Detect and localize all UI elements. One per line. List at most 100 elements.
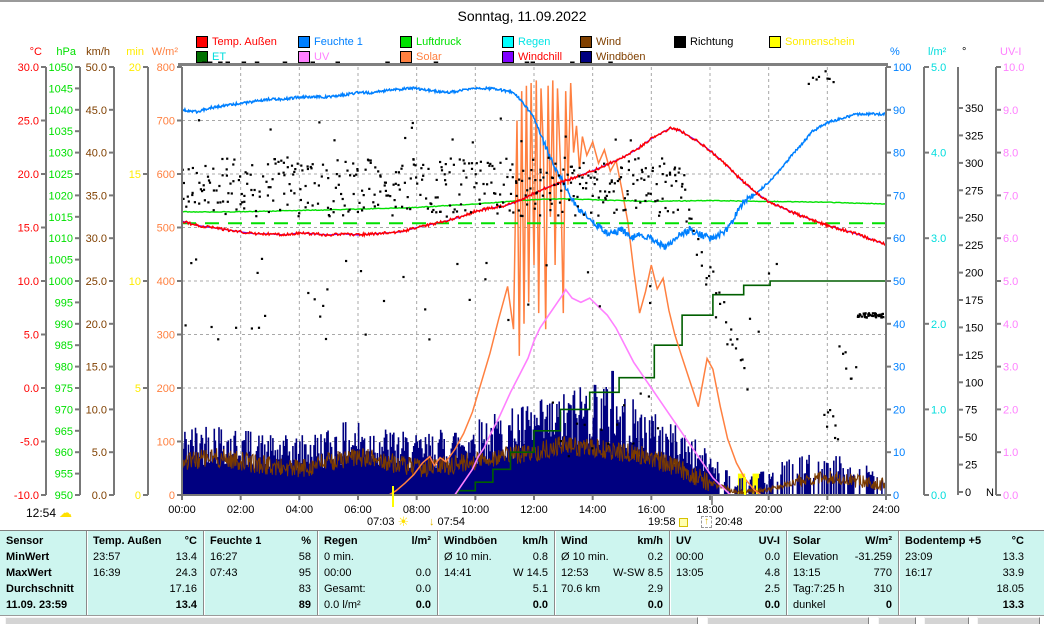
- tick-label-hum: 80: [893, 148, 905, 160]
- direction-dot: [545, 264, 548, 267]
- x-tick-label: 16:00: [638, 504, 666, 516]
- table-row: 07:43 95: [204, 565, 317, 581]
- direction-dot: [539, 171, 542, 174]
- direction-dot: [499, 205, 502, 208]
- table-row: 0.0: [555, 597, 669, 613]
- wind-gust-bar: [202, 464, 205, 494]
- legend-item-solar: Solar: [400, 51, 442, 63]
- wind-gust-bar: [739, 478, 741, 494]
- panel-splitter[interactable]: [924, 617, 969, 624]
- direction-dot: [452, 211, 455, 214]
- direction-dot: [260, 257, 264, 260]
- tick-label-hpa: 950: [55, 490, 73, 502]
- wind-gust-bar: [448, 465, 450, 494]
- direction-dot: [685, 220, 688, 223]
- direction-top-dash: [282, 61, 288, 64]
- wind-gust-bar: [228, 455, 231, 494]
- wind-gust-bar: [604, 405, 606, 494]
- direction-dot: [644, 199, 647, 203]
- direction-dot: [556, 182, 559, 185]
- wind-gust-bar: [245, 431, 247, 494]
- wind-gust-bar: [830, 473, 833, 494]
- cell-value: 89: [298, 599, 311, 611]
- direction-dot: [313, 182, 316, 185]
- panel-splitter[interactable]: [977, 617, 1040, 624]
- wind-gust-bar: [199, 443, 201, 494]
- direction-dot: [644, 167, 647, 170]
- wind-gust-bar: [554, 422, 557, 494]
- direction-dot: [748, 317, 752, 320]
- wind-gust-bar: [488, 444, 490, 494]
- legend-label-uv: UV: [314, 51, 330, 63]
- column-unit: km/h: [522, 534, 548, 547]
- direction-dot: [443, 173, 446, 176]
- panel-splitter[interactable]: [707, 617, 869, 624]
- wind-gust-bar: [476, 463, 478, 494]
- wind-gust-bar: [786, 461, 788, 494]
- direction-dot: [240, 192, 243, 196]
- table-row: 00:00 0.0: [670, 549, 786, 565]
- table-column-header: Solar W/m²: [787, 532, 898, 549]
- direction-dot: [677, 171, 680, 174]
- direction-dot: [726, 343, 729, 346]
- column-unit: W/m²: [865, 534, 892, 547]
- direction-dot: [369, 159, 372, 162]
- direction-dot: [324, 337, 328, 341]
- wind-gust-bar: [470, 440, 472, 494]
- direction-dot: [412, 163, 415, 166]
- direction-dot: [459, 203, 463, 206]
- direction-dot: [666, 210, 669, 213]
- tick-label-uv: 5.0: [1003, 276, 1018, 288]
- direction-dot: [664, 206, 667, 210]
- panel-splitter[interactable]: [5, 617, 698, 624]
- direction-dot: [269, 186, 272, 189]
- tick-label-uv: 9.0: [1003, 105, 1018, 117]
- wind-gust-bar: [483, 439, 485, 494]
- wind-gust-bar: [696, 458, 699, 494]
- direction-dot: [811, 76, 815, 79]
- direction-dot: [834, 436, 837, 440]
- wind-gust-bar: [630, 441, 632, 494]
- direction-dot: [877, 314, 880, 318]
- wind-gust-bar: [341, 456, 343, 494]
- x-tick-label: 18:00: [696, 504, 724, 516]
- legend-label-temp-aussen: Temp. Außen: [212, 36, 277, 48]
- wind-gust-bar: [447, 461, 449, 494]
- direction-dot: [661, 197, 664, 200]
- wind-gust-bar: [625, 447, 627, 494]
- direction-dot: [602, 201, 605, 204]
- wind-gust-bar: [431, 436, 434, 494]
- tick-label-hpa: 985: [55, 340, 73, 352]
- legend-label-richtung: Richtung: [690, 36, 734, 48]
- direction-dot: [383, 181, 387, 184]
- direction-dot: [573, 169, 576, 172]
- direction-dot: [598, 305, 601, 308]
- wind-gust-bar: [646, 452, 648, 494]
- direction-dot: [384, 189, 387, 192]
- wind-gust-bar: [564, 423, 566, 494]
- window-top-divider: [0, 0, 1044, 3]
- wind-gust-bar: [512, 458, 515, 494]
- direction-dot: [190, 262, 193, 265]
- wind-gust-bar: [464, 450, 467, 494]
- direction-dot: [528, 177, 531, 180]
- wind-gust-bar: [403, 450, 406, 494]
- wind-gust-bar: [761, 471, 763, 494]
- direction-dot: [718, 291, 721, 294]
- direction-dot: [527, 303, 530, 306]
- legend-swatch-wind: [580, 36, 592, 48]
- direction-dot: [869, 313, 872, 316]
- tick-label-hpa: 1005: [49, 255, 73, 267]
- cell-value: 0: [885, 599, 892, 611]
- wind-gust-bar: [450, 448, 453, 494]
- table-column-header: Regen l/m²: [318, 532, 437, 549]
- direction-dot: [299, 188, 302, 191]
- direction-dot: [871, 312, 874, 315]
- wind-gust-bar: [479, 460, 482, 494]
- direction-dot: [582, 161, 585, 165]
- direction-dot: [410, 126, 413, 129]
- wind-gust-bar: [769, 479, 772, 494]
- panel-splitter[interactable]: [878, 617, 916, 624]
- cell-label: 16:27: [210, 551, 238, 563]
- direction-dot: [558, 201, 562, 204]
